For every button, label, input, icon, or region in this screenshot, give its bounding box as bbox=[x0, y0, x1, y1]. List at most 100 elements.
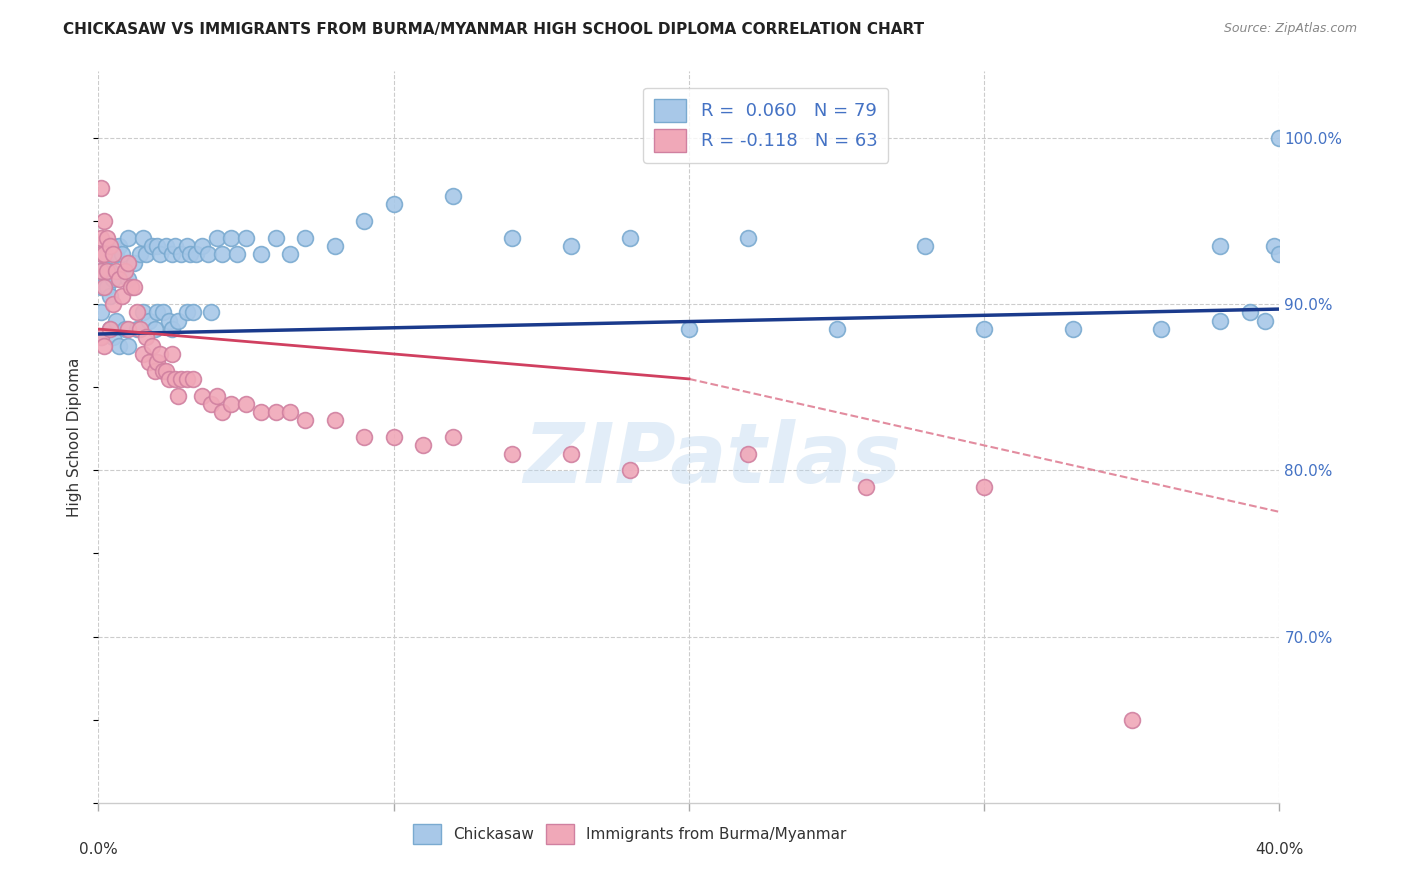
Point bbox=[181, 305, 204, 319]
Point bbox=[280, 247, 302, 261]
Point bbox=[235, 397, 257, 411]
Point bbox=[737, 230, 759, 244]
Point bbox=[280, 405, 302, 419]
Point bbox=[96, 280, 118, 294]
Point bbox=[501, 230, 523, 244]
Point bbox=[146, 355, 169, 369]
Point bbox=[211, 247, 233, 261]
Point bbox=[111, 289, 134, 303]
Point bbox=[108, 239, 131, 253]
Text: 40.0%: 40.0% bbox=[1256, 842, 1303, 856]
Point bbox=[165, 372, 187, 386]
Point bbox=[146, 305, 169, 319]
Point bbox=[211, 405, 233, 419]
Point bbox=[90, 305, 112, 319]
Point bbox=[117, 339, 139, 353]
Point bbox=[103, 330, 125, 344]
Point bbox=[250, 405, 273, 419]
Point bbox=[1239, 305, 1261, 319]
Point bbox=[170, 372, 193, 386]
Point bbox=[96, 230, 118, 244]
Point bbox=[141, 339, 163, 353]
Point bbox=[155, 239, 177, 253]
Point bbox=[1268, 131, 1291, 145]
Point bbox=[1062, 322, 1084, 336]
Point bbox=[114, 322, 136, 336]
Point bbox=[191, 239, 214, 253]
Point bbox=[96, 247, 118, 261]
Point bbox=[90, 280, 112, 294]
Point bbox=[135, 247, 157, 261]
Point bbox=[973, 322, 995, 336]
Point bbox=[1254, 314, 1277, 328]
Point bbox=[152, 305, 174, 319]
Point bbox=[176, 239, 198, 253]
Point bbox=[114, 264, 136, 278]
Point bbox=[382, 430, 405, 444]
Point bbox=[1268, 247, 1291, 261]
Point bbox=[108, 272, 131, 286]
Point bbox=[162, 247, 183, 261]
Point bbox=[90, 330, 112, 344]
Point bbox=[1209, 239, 1232, 253]
Point bbox=[141, 239, 163, 253]
Point bbox=[90, 264, 112, 278]
Point bbox=[501, 447, 523, 461]
Text: 0.0%: 0.0% bbox=[79, 842, 118, 856]
Point bbox=[93, 214, 115, 228]
Point bbox=[149, 347, 172, 361]
Point bbox=[105, 314, 128, 328]
Point bbox=[96, 264, 118, 278]
Point bbox=[120, 280, 142, 294]
Point bbox=[167, 388, 190, 402]
Point bbox=[93, 280, 115, 294]
Point bbox=[181, 372, 204, 386]
Point bbox=[226, 247, 249, 261]
Point bbox=[200, 305, 222, 319]
Point bbox=[98, 322, 121, 336]
Point bbox=[353, 430, 375, 444]
Point bbox=[98, 264, 121, 278]
Point bbox=[973, 480, 995, 494]
Point bbox=[157, 314, 180, 328]
Point bbox=[170, 247, 193, 261]
Point bbox=[103, 239, 125, 253]
Point bbox=[167, 314, 190, 328]
Point bbox=[184, 247, 207, 261]
Point bbox=[264, 230, 287, 244]
Point bbox=[221, 230, 243, 244]
Point bbox=[441, 430, 464, 444]
Point bbox=[176, 372, 198, 386]
Point bbox=[250, 247, 273, 261]
Point bbox=[143, 363, 166, 377]
Point bbox=[205, 230, 228, 244]
Point bbox=[117, 322, 139, 336]
Point bbox=[678, 322, 700, 336]
Point bbox=[825, 322, 848, 336]
Point bbox=[98, 239, 121, 253]
Point bbox=[176, 305, 198, 319]
Point bbox=[412, 438, 434, 452]
Point bbox=[155, 363, 177, 377]
Point bbox=[914, 239, 936, 253]
Point bbox=[103, 272, 125, 286]
Point bbox=[441, 189, 464, 203]
Point bbox=[128, 322, 150, 336]
Point bbox=[103, 297, 125, 311]
Text: ZIPatlas: ZIPatlas bbox=[523, 418, 901, 500]
Point bbox=[1209, 314, 1232, 328]
Point bbox=[221, 397, 243, 411]
Point bbox=[619, 230, 641, 244]
Point bbox=[103, 247, 125, 261]
Text: Source: ZipAtlas.com: Source: ZipAtlas.com bbox=[1223, 22, 1357, 36]
Point bbox=[191, 388, 214, 402]
Point bbox=[117, 255, 139, 269]
Point bbox=[90, 264, 112, 278]
Point bbox=[125, 322, 148, 336]
Point bbox=[737, 447, 759, 461]
Point bbox=[264, 405, 287, 419]
Point bbox=[294, 230, 316, 244]
Point bbox=[108, 339, 131, 353]
Point bbox=[138, 314, 160, 328]
Point bbox=[1263, 239, 1285, 253]
